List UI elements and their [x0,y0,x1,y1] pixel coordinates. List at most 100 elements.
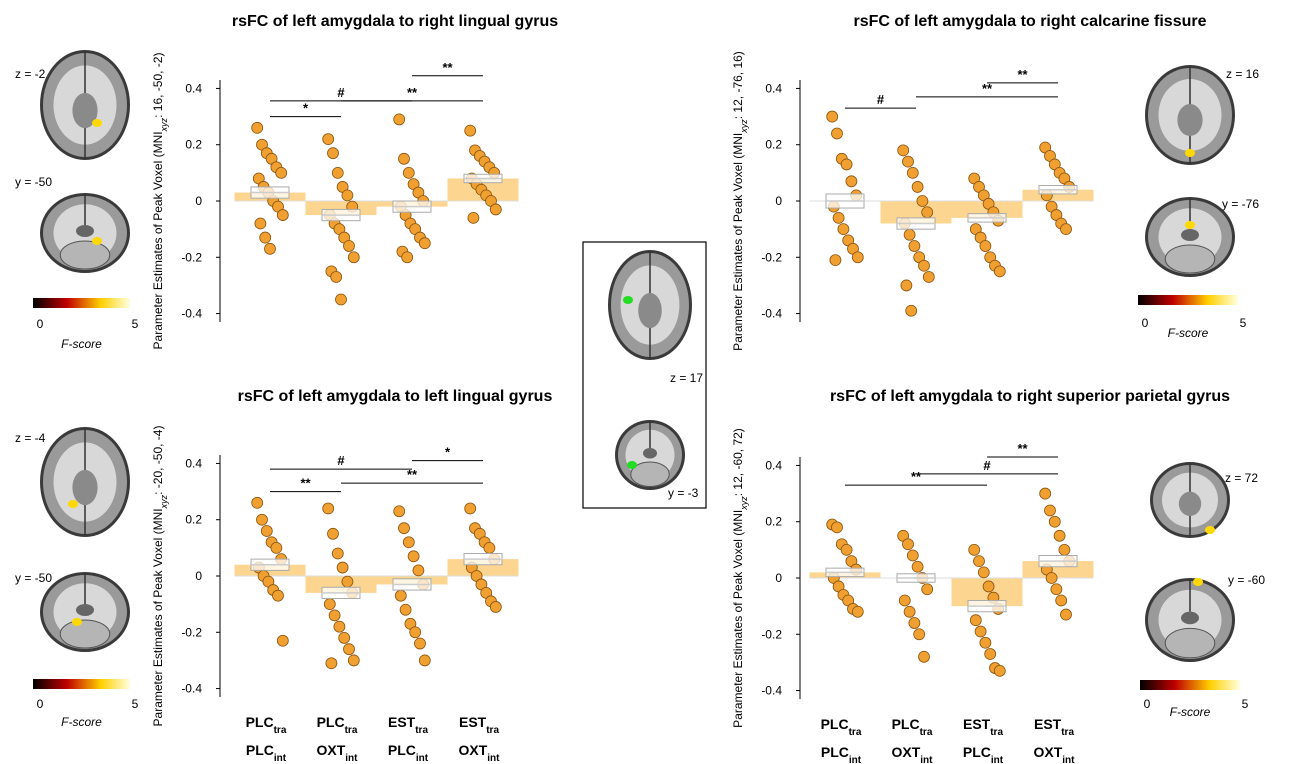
brain-ventricle [1181,229,1199,241]
x-tick-label: ESTtra [1034,716,1074,738]
activation-blob [1185,221,1195,229]
brain-ventricle [76,604,94,616]
x-tick-label: PLCint [821,744,862,764]
data-point [332,167,343,178]
sig-label: ** [442,60,453,75]
brain-cerebellum [60,620,110,648]
data-point [394,114,405,125]
data-point [1061,609,1072,620]
data-point [326,658,337,669]
x-label-base: PLC [317,714,345,730]
x-label-base: OXT [317,742,346,758]
y-tick-label: -0.4 [181,307,202,321]
data-point [969,544,980,555]
data-point [395,590,406,601]
data-point [906,305,917,316]
y-axis-label: Parameter Estimates of Peak Voxel (MNIxy… [731,428,749,728]
data-point [901,280,912,291]
data-point [903,156,914,167]
data-point [415,638,426,649]
data-point [903,539,914,550]
data-point [846,176,857,187]
data-point [919,651,930,662]
y-tick-label: -0.2 [761,250,782,264]
brain-slice [40,50,130,160]
data-point [332,548,343,559]
y-tick-label: 0.2 [185,513,202,527]
slice-label: z = -2 [15,67,46,81]
data-point [1054,530,1065,541]
brain-core [638,293,662,328]
activation-blob [68,500,78,508]
activation-blob [623,296,633,304]
x-label-base: EST [459,714,487,730]
data-point [334,621,345,632]
y-axis-label-sub: xyz [739,496,749,511]
sig-label: ** [300,476,311,491]
data-point [978,567,989,578]
data-point [1040,488,1051,499]
data-point [331,271,342,282]
data-point [344,241,355,252]
data-point [403,167,414,178]
data-point [904,606,915,617]
slice-label: y = -76 [1222,197,1259,211]
y-tick-label: 0 [195,569,202,583]
x-label-sub: int [487,753,500,764]
x-tick-label: OXTint [1034,744,1076,764]
data-point [975,626,986,637]
data-point [410,627,421,638]
data-point [276,167,287,178]
sig-label: ** [1017,67,1028,82]
data-point [841,544,852,555]
x-label-base: PLC [892,716,920,732]
y-tick-label: -0.2 [181,625,202,639]
data-point [919,260,930,271]
x-label-sub: tra [849,727,862,738]
x-label-sub: tra [1061,727,1074,738]
y-axis-label: Parameter Estimates of Peak Voxel (MNIxy… [151,53,169,350]
data-point [899,595,910,606]
x-tick-label: OXTint [459,742,501,764]
y-axis-label-part: Parameter Estimates of Peak Voxel (MNI [151,131,165,349]
x-label-sub: tra [415,725,428,736]
data-point [342,576,353,587]
data-point [260,232,271,243]
data-point [898,145,909,156]
data-point [400,604,411,615]
data-point [277,210,288,221]
data-point [342,190,353,201]
brain-core [72,470,97,505]
data-point [1045,505,1056,516]
data-point [983,581,994,592]
y-tick-label: -0.4 [761,307,782,321]
y-tick-label: 0 [775,571,782,585]
data-point [323,503,334,514]
y-tick-label: -0.2 [181,250,202,264]
data-point [833,212,844,223]
data-point [907,167,918,178]
x-label-sub: int [920,755,933,764]
data-point [1061,224,1072,235]
brain-cerebellum [1165,245,1215,273]
y-axis-label-part: Parameter Estimates of Peak Voxel (MNI [731,133,745,351]
x-label-base: PLC [246,742,274,758]
data-point [832,128,843,139]
y-axis-label-part: : -20, -50, -4) [151,426,165,495]
colorbar-tick-label: 5 [132,317,139,331]
x-label-sub: tra [920,727,933,738]
x-tick-label: PLCint [963,744,1004,764]
x-tick-label: PLCtra [892,716,933,738]
brain-slice [608,250,692,360]
x-tick-label: PLCtra [246,714,287,736]
data-point [277,635,288,646]
data-point [974,556,985,567]
y-axis-label: Parameter Estimates of Peak Voxel (MNIxy… [731,51,749,351]
y-tick-label: 0 [775,194,782,208]
data-point [904,229,915,240]
y-tick-label: -0.4 [761,684,782,698]
data-point [909,241,920,252]
data-point [852,606,863,617]
brain-slice [1150,462,1230,538]
brain-ventricle [643,448,657,459]
